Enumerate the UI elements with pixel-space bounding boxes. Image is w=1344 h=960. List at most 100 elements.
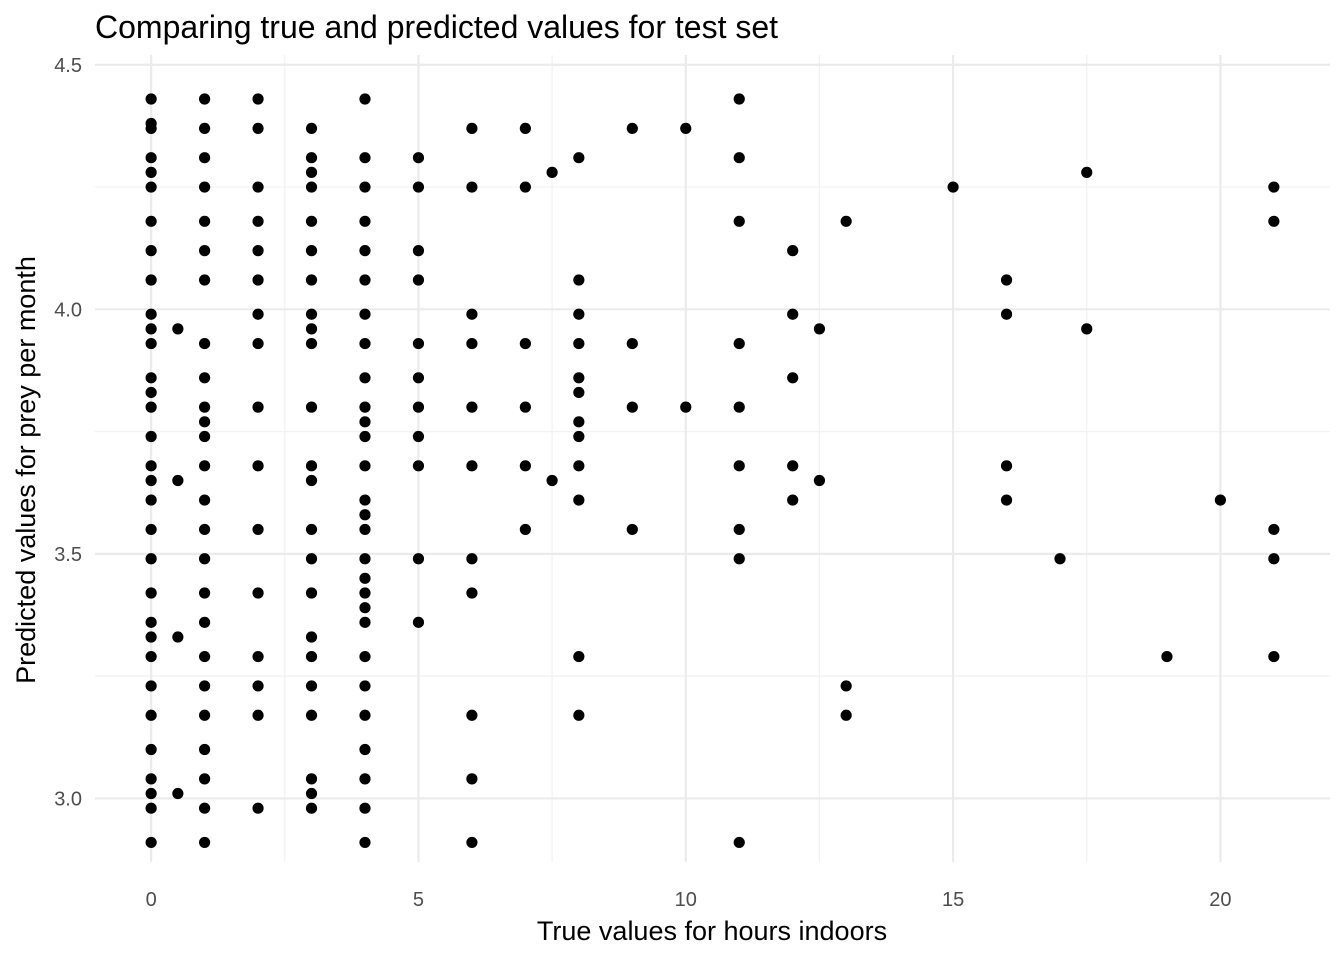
data-point <box>359 372 371 384</box>
data-point <box>359 602 371 614</box>
data-point <box>1054 553 1066 565</box>
data-point <box>198 802 211 814</box>
chart-title: Comparing true and predicted values for … <box>95 9 778 45</box>
data-point <box>573 337 585 350</box>
data-point <box>145 122 157 134</box>
data-point <box>145 337 157 350</box>
data-point <box>145 215 157 227</box>
data-point <box>252 308 264 320</box>
x-axis-tick-labels: 0 5 10 15 20 <box>146 889 1232 911</box>
data-point <box>359 494 371 506</box>
data-point <box>305 401 318 413</box>
data-point <box>787 494 799 506</box>
data-point <box>787 308 799 320</box>
data-point <box>145 274 157 286</box>
data-point <box>519 337 531 350</box>
data-point <box>198 430 211 443</box>
data-point <box>519 122 531 134</box>
data-point <box>787 245 799 257</box>
data-point <box>359 523 371 536</box>
data-point <box>145 474 157 487</box>
data-point <box>252 802 264 814</box>
data-point <box>359 836 371 849</box>
data-point <box>412 181 425 193</box>
data-point <box>813 474 826 487</box>
data-point <box>252 587 264 599</box>
data-point <box>359 773 371 785</box>
data-point <box>359 802 371 814</box>
data-point <box>145 787 157 800</box>
data-point <box>840 709 852 721</box>
data-point <box>1000 274 1013 286</box>
data-point <box>573 416 585 428</box>
data-point <box>198 274 211 286</box>
data-point <box>305 166 318 178</box>
data-point <box>733 215 745 227</box>
y-axis-title: Predicted values for prey per month <box>11 256 41 684</box>
data-point <box>733 523 745 536</box>
data-point <box>1268 181 1280 193</box>
data-point <box>145 680 157 692</box>
major-gridlines-y <box>95 63 1330 800</box>
data-point <box>198 372 211 384</box>
data-point <box>626 523 638 536</box>
data-point <box>1268 650 1280 663</box>
data-point <box>947 181 959 193</box>
data-point <box>145 386 157 399</box>
data-point <box>733 553 745 565</box>
data-point <box>198 836 211 849</box>
data-point <box>573 386 585 399</box>
data-point <box>198 245 211 257</box>
data-point <box>145 631 157 643</box>
data-point <box>412 401 425 413</box>
data-point <box>359 245 371 257</box>
data-point <box>305 215 318 227</box>
data-point <box>252 709 264 721</box>
data-point <box>145 323 157 335</box>
data-point <box>305 122 318 134</box>
data-point <box>305 631 318 643</box>
data-point <box>626 337 638 350</box>
data-point <box>145 245 157 257</box>
data-point <box>359 416 371 428</box>
data-point <box>733 401 745 413</box>
data-point <box>546 166 558 178</box>
x-tick-label: 5 <box>413 889 424 911</box>
data-point <box>305 802 318 814</box>
data-point <box>198 215 211 227</box>
data-point <box>305 553 318 565</box>
data-point <box>840 215 852 227</box>
data-point <box>359 460 371 472</box>
data-point <box>733 152 745 164</box>
data-point <box>198 680 211 692</box>
data-point <box>412 152 425 164</box>
data-point <box>573 372 585 384</box>
data-point <box>172 787 184 800</box>
data-point <box>145 802 157 814</box>
data-point <box>519 460 531 472</box>
data-point <box>305 787 318 800</box>
data-point <box>305 680 318 692</box>
data-point <box>172 631 184 643</box>
data-point <box>466 308 478 320</box>
data-point <box>787 460 799 472</box>
y-tick-label: 3.0 <box>54 788 82 810</box>
minor-gridlines-x <box>284 55 1088 862</box>
data-point <box>573 308 585 320</box>
data-point <box>573 709 585 721</box>
data-point <box>305 650 318 663</box>
data-point <box>680 122 692 134</box>
data-point <box>305 152 318 164</box>
data-point <box>198 337 211 350</box>
data-point <box>466 181 478 193</box>
data-point <box>252 245 264 257</box>
data-point <box>252 523 264 536</box>
data-point <box>252 337 264 350</box>
data-point <box>198 122 211 134</box>
x-tick-label: 15 <box>942 889 964 911</box>
data-point <box>198 152 211 164</box>
data-point <box>305 773 318 785</box>
data-point <box>573 460 585 472</box>
data-point <box>359 152 371 164</box>
